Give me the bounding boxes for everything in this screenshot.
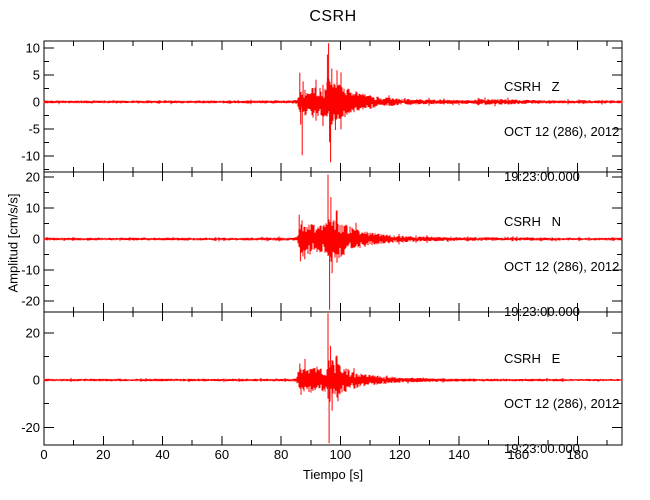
event-date-label: OCT 12 (286), 2012 bbox=[504, 259, 620, 274]
event-date-label: OCT 12 (286), 2012 bbox=[504, 124, 620, 139]
event-time-label: 19:23:00.000 bbox=[504, 169, 580, 184]
event-time-label: 19:23:00.000 bbox=[504, 304, 580, 319]
page-title: CSRH bbox=[309, 8, 357, 25]
station-channel-label: CSRH Z bbox=[504, 79, 560, 94]
waveform-spikes-e bbox=[299, 313, 339, 444]
x-tick-label: 180 bbox=[567, 447, 589, 462]
waveform-spikes-z bbox=[299, 43, 336, 163]
event-date-label: OCT 12 (286), 2012 bbox=[504, 396, 620, 411]
station-channel-label: CSRH E bbox=[504, 351, 561, 366]
x-axis-label: Tiempo [s] bbox=[302, 467, 364, 482]
y-tick-label: -20 bbox=[21, 294, 40, 309]
y-tick-label: -5 bbox=[28, 121, 40, 136]
y-tick-label: 10 bbox=[26, 41, 40, 56]
axis-ticks-n bbox=[43, 172, 622, 312]
y-tick-label: 20 bbox=[26, 169, 40, 184]
x-tick-label: 120 bbox=[389, 447, 411, 462]
x-tick-label: 40 bbox=[155, 447, 169, 462]
x-tick-label: 160 bbox=[507, 447, 529, 462]
x-tick-label: 0 bbox=[40, 447, 47, 462]
event-time-label: 19:23:00.000 bbox=[504, 441, 580, 456]
waveform-spikes-n bbox=[298, 174, 337, 310]
x-tick-label: 60 bbox=[215, 447, 229, 462]
y-tick-label: -10 bbox=[21, 263, 40, 278]
y-axis-label: Amplitud [cm/s/s] bbox=[5, 193, 21, 293]
panel-frame-e bbox=[43, 311, 623, 446]
y-tick-label: 0 bbox=[33, 232, 40, 247]
y-tick-label: 0 bbox=[33, 373, 40, 388]
axis-ticks-z bbox=[43, 41, 622, 172]
panel-e-annotation: CSRH E OCT 12 (286), 2012 19:23:00.000 bbox=[504, 321, 619, 486]
station-channel-label: CSRH N bbox=[504, 214, 562, 229]
y-tick-label: 20 bbox=[26, 325, 40, 340]
y-tick-label: 5 bbox=[33, 67, 40, 82]
y-tick-label: -10 bbox=[21, 148, 40, 163]
x-tick-label: 80 bbox=[274, 447, 288, 462]
y-tick-label: -20 bbox=[21, 420, 40, 435]
panel-n-annotation: CSRH N OCT 12 (286), 2012 19:23:00.000 bbox=[504, 184, 619, 349]
y-tick-label: 10 bbox=[26, 201, 40, 216]
x-tick-label: 100 bbox=[330, 447, 352, 462]
x-tick-label: 20 bbox=[96, 447, 110, 462]
y-tick-label: 0 bbox=[33, 94, 40, 109]
x-tick-label: 140 bbox=[448, 447, 470, 462]
panel-z-annotation: CSRH Z OCT 12 (286), 2012 19:23:00.000 bbox=[504, 49, 619, 214]
